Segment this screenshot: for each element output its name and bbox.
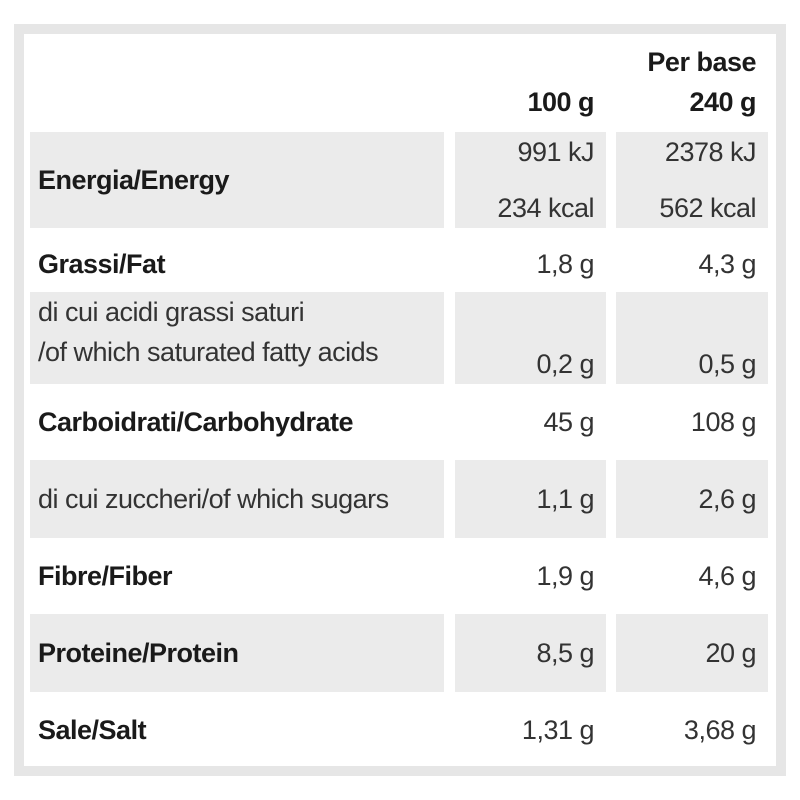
row-label: di cui acidi grassi saturi/of which satu… bbox=[30, 292, 444, 384]
cell-text: 1,31 g bbox=[521, 715, 595, 745]
header-cell: Per base 240 g bbox=[616, 38, 768, 122]
cell-text: 1,8 g bbox=[536, 249, 594, 279]
cell-text: 0,2 g bbox=[536, 349, 594, 379]
value-cell: 4,3 g bbox=[616, 236, 768, 292]
value-cell: 991 kJ 234 kcal bbox=[455, 132, 606, 228]
row-label: di cui zuccheri/of which sugars bbox=[30, 460, 444, 538]
cell-text: 2378 kJ bbox=[664, 137, 757, 167]
header-cell: 100 g bbox=[455, 38, 606, 122]
row-label: Fibre/Fiber bbox=[30, 546, 444, 606]
cell-text: 1,1 g bbox=[536, 484, 594, 514]
cell-text: Fibre/Fiber bbox=[38, 561, 173, 591]
row-label: Proteine/Protein bbox=[30, 614, 444, 692]
value-cell: 0,2 g bbox=[455, 292, 606, 384]
cell-text: di cui acidi grassi saturi bbox=[38, 297, 305, 327]
value-cell: 1,8 g bbox=[455, 236, 606, 292]
cell-text: Sale/Salt bbox=[38, 715, 147, 745]
row-label: Energia/Energy bbox=[30, 132, 444, 228]
cell-text: 45 g bbox=[543, 407, 594, 437]
value-cell: 1,1 g bbox=[455, 460, 606, 538]
value-cell: 2,6 g bbox=[616, 460, 768, 538]
value-cell: 8,5 g bbox=[455, 614, 606, 692]
value-cell: 108 g bbox=[616, 392, 768, 452]
cell-text: Grassi/Fat bbox=[38, 249, 166, 279]
value-cell: 20 g bbox=[616, 614, 768, 692]
cell-text: 1,9 g bbox=[536, 561, 594, 591]
value-cell: 2378 kJ 562 kcal bbox=[616, 132, 768, 228]
cell-text: Per base bbox=[647, 47, 756, 77]
row-label: Carboidrati/Carbohydrate bbox=[30, 392, 444, 452]
value-cell: 45 g bbox=[455, 392, 606, 452]
cell-text: 562 kcal bbox=[659, 193, 756, 223]
cell-text: 240 g bbox=[689, 87, 756, 117]
cell-text: 991 kJ bbox=[517, 137, 594, 167]
cell-text: 234 kcal bbox=[497, 193, 594, 223]
value-cell: 3,68 g bbox=[616, 700, 768, 760]
cell-text: 4,6 g bbox=[698, 561, 756, 591]
cell-text: Energia/Energy bbox=[38, 165, 230, 195]
cell-text: Proteine/Protein bbox=[38, 638, 239, 668]
cell-text: 108 g bbox=[690, 407, 757, 437]
cell-text: /of which saturated fatty acids bbox=[38, 337, 379, 367]
row-label: Grassi/Fat bbox=[30, 236, 444, 292]
cell-text: 4,3 g bbox=[698, 249, 756, 279]
value-cell: 0,5 g bbox=[616, 292, 768, 384]
cell-text: Carboidrati/Carbohydrate bbox=[38, 407, 354, 437]
cell-text: 20 g bbox=[705, 638, 756, 668]
cell-text: 100 g bbox=[527, 87, 594, 117]
value-cell: 1,31 g bbox=[455, 700, 606, 760]
cell-text: 0,5 g bbox=[698, 349, 756, 379]
cell-text: di cui zuccheri/of which sugars bbox=[38, 484, 389, 514]
value-cell: 1,9 g bbox=[455, 546, 606, 606]
value-cell: 4,6 g bbox=[616, 546, 768, 606]
cell-text: 3,68 g bbox=[683, 715, 757, 745]
cell-text: 2,6 g bbox=[698, 484, 756, 514]
cell-text: 8,5 g bbox=[536, 638, 594, 668]
row-label: Sale/Salt bbox=[30, 700, 444, 760]
